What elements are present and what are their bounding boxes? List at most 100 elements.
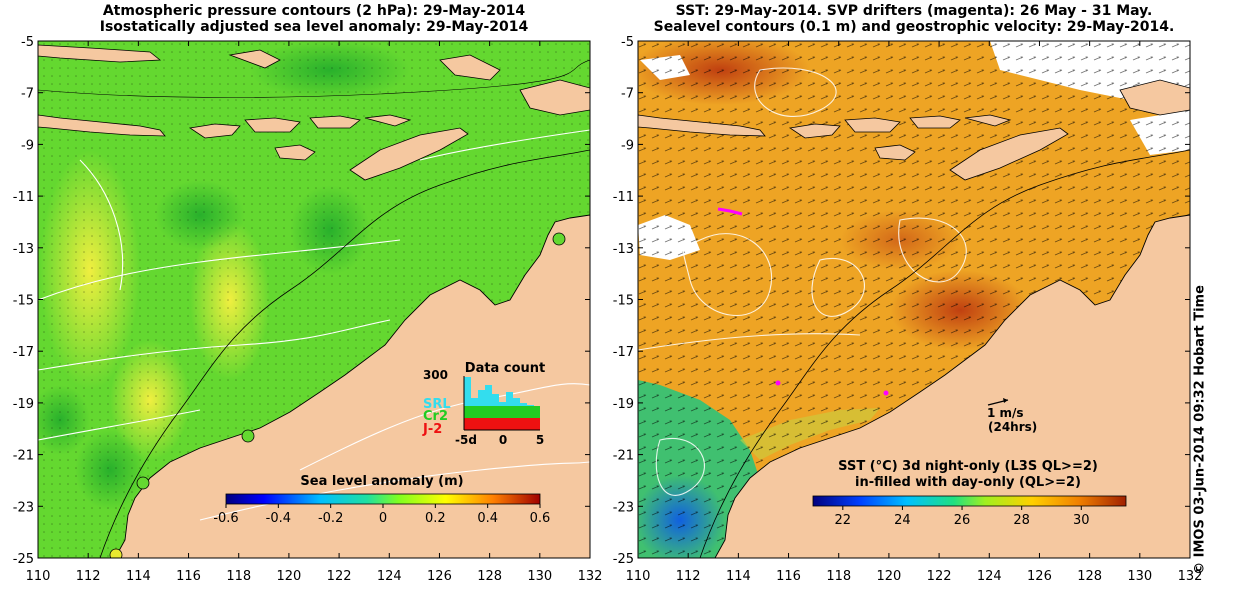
- colorbar-tick-label: 30: [1073, 513, 1090, 528]
- java-island: [638, 114, 766, 137]
- colorbar-tick-label: 0.4: [477, 511, 498, 526]
- data-count-bar-red: [464, 418, 540, 430]
- data-count-xlabel: -5d: [455, 433, 477, 447]
- sumba-island: [274, 144, 316, 161]
- colorbar-tick-label: 26: [954, 513, 971, 528]
- y-tick-label: -19: [613, 397, 634, 412]
- timor-island: [349, 127, 469, 181]
- pressure-contour: [38, 409, 201, 441]
- x-tick-label: 124: [977, 569, 1002, 584]
- sla-colorbar-title: Sea level anomaly (m): [300, 474, 463, 489]
- y-tick-label: -9: [21, 138, 34, 153]
- y-tick-label: -11: [613, 190, 634, 205]
- y-tick-label: -21: [13, 449, 34, 464]
- sst-colorbar-title2: in-filled with day-only (QL>=2): [855, 475, 1081, 490]
- sealevel-contour: [655, 437, 705, 496]
- data-count-xlabel: 5: [536, 433, 544, 447]
- left-axes: -5 -7 -9 -11 -13 -15 -17 -19 -21 -23 -25 110 112 114 1…: [13, 35, 603, 584]
- tide-gauge-marker: [552, 232, 566, 246]
- y-tick-label: -23: [613, 500, 634, 515]
- sealevel-contour: [811, 257, 865, 317]
- x-tick-label: 112: [76, 569, 101, 584]
- shelf-contour: [38, 59, 590, 98]
- colorbar-tick-label: 0: [379, 511, 387, 526]
- velocity-scale-arrowhead: [1003, 398, 1008, 403]
- y-tick-label: -21: [613, 449, 634, 464]
- pressure-contour: [38, 239, 401, 301]
- x-tick-label: 132: [578, 569, 603, 584]
- x-tick-label: 128: [1077, 569, 1102, 584]
- y-tick-label: -5: [621, 35, 634, 50]
- y-tick-label: -7: [21, 87, 34, 102]
- left-title: Atmospheric pressure contours (2 hPa): 2…: [38, 3, 590, 35]
- x-tick-label: 130: [527, 569, 552, 584]
- sla-colorbar: Sea level anomaly (m) -0.6 -0.4 -0.2 0 0.2 0.…: [213, 474, 550, 526]
- x-tick-label: 120: [876, 569, 901, 584]
- y-tick-label: -17: [13, 345, 34, 360]
- svp-drifter: [775, 380, 781, 386]
- right-axes: -5 -7 -9 -11 -13 -15 -17 -19 -21 -23 -25 110 112 114 1…: [613, 35, 1203, 584]
- pressure-contour: [79, 159, 124, 291]
- x-tick-label: 116: [176, 569, 201, 584]
- y-tick-label: -23: [13, 500, 34, 515]
- sst-colorbar: SST (°C) 3d night-only (L3S QL>=2) in-fi…: [812, 459, 1127, 528]
- tide-gauge-marker: [136, 476, 150, 490]
- java-island: [38, 114, 166, 137]
- northern-islands: [1119, 79, 1190, 116]
- x-tick-label: 128: [477, 569, 502, 584]
- left-title-line2: Isostatically adjusted sea level anomaly…: [99, 19, 529, 35]
- sealevel-contour: [754, 67, 837, 117]
- australia-landmass: [714, 214, 1190, 558]
- y-tick-label: -25: [613, 552, 634, 567]
- y-tick-label: -5: [21, 35, 34, 50]
- x-tick-label: 118: [226, 569, 251, 584]
- satellite-label-j2: J-2: [422, 422, 442, 437]
- x-tick-label: 112: [676, 569, 701, 584]
- colorbar-tick-label: 24: [894, 513, 911, 528]
- right-title-line2: Sealevel contours (0.1 m) and geostrophi…: [653, 19, 1175, 35]
- x-tick-label: 124: [377, 569, 402, 584]
- y-tick-label: -25: [13, 552, 34, 567]
- sla-colorbar-ticks: -0.6 -0.4 -0.2 0 0.2 0.4 0.6: [213, 504, 550, 526]
- sst-colorbar-ticks: 22 24 26 28 30: [835, 506, 1090, 528]
- shelf-contour: [99, 149, 590, 558]
- x-tick-label: 116: [776, 569, 801, 584]
- velocity-scale-label: 1 m/s: [987, 406, 1024, 420]
- australia-landmass: [114, 214, 590, 558]
- colorbar-tick-label: -0.2: [318, 511, 343, 526]
- satellite-label-srl: SRL: [423, 397, 451, 412]
- right-title: SST: 29-May-2014. SVP drifters (magenta)…: [638, 3, 1190, 35]
- x-tick-label: 114: [726, 569, 751, 584]
- pressure-contour: [419, 129, 590, 161]
- colorbar-tick-label: 28: [1013, 513, 1030, 528]
- x-tick-label: 118: [826, 569, 851, 584]
- x-tick-label: 110: [626, 569, 651, 584]
- left-map: [38, 41, 590, 558]
- x-tick-label: 114: [126, 569, 151, 584]
- northern-islands: [38, 44, 590, 116]
- x-tick-label: 126: [1027, 569, 1052, 584]
- lesser-sunda-islands: [788, 114, 1012, 139]
- svp-drifter: [883, 390, 889, 396]
- x-tick-label: 110: [26, 569, 51, 584]
- sla-colorbar-bar: [225, 493, 541, 505]
- velocity-scale-sublabel: (24hrs): [988, 420, 1037, 434]
- colorbar-tick-label: 0.2: [425, 511, 446, 526]
- x-tick-label: 126: [427, 569, 452, 584]
- y-tick-label: -7: [621, 87, 634, 102]
- data-count-ymax: 300: [423, 368, 448, 382]
- y-tick-label: -13: [613, 242, 634, 257]
- x-tick-label: 122: [927, 569, 952, 584]
- y-tick-label: -9: [621, 138, 634, 153]
- y-tick-label: -13: [13, 242, 34, 257]
- colorbar-tick-label: -0.6: [213, 511, 238, 526]
- y-tick-label: -19: [13, 397, 34, 412]
- sealevel-contour: [638, 333, 861, 351]
- satellite-label-cr2: Cr2: [423, 409, 448, 424]
- timor-island: [949, 127, 1069, 181]
- sumba-island: [874, 144, 916, 161]
- data-count-title: Data count: [465, 361, 545, 376]
- sst-colorbar-bar: [812, 495, 1127, 507]
- tide-gauge-marker: [109, 548, 123, 558]
